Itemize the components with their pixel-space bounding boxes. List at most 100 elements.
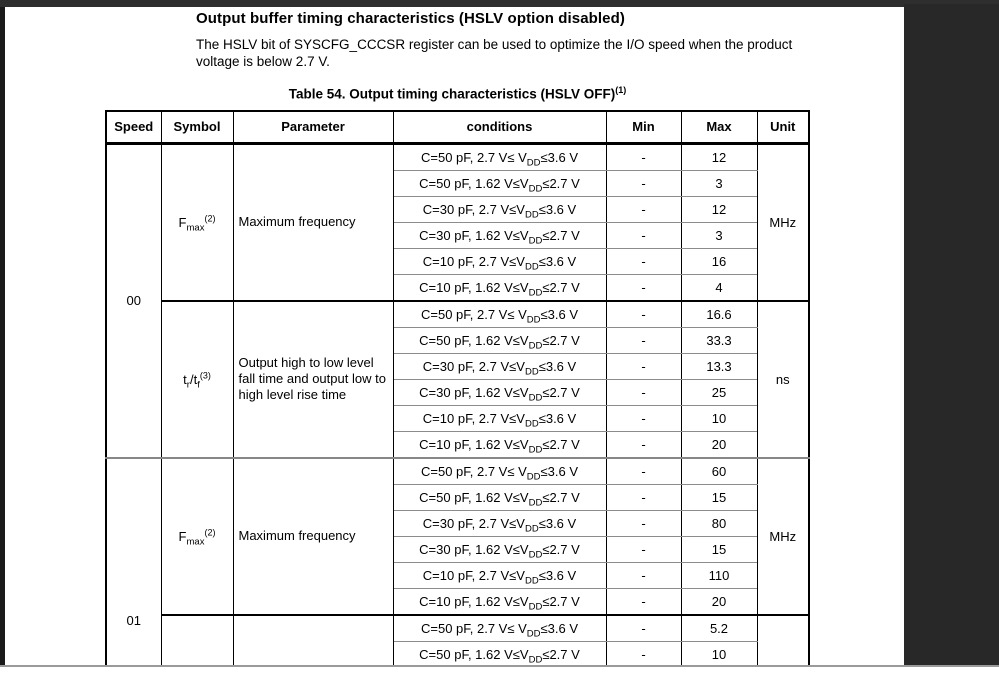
condition-cell: C=10 pF, 2.7 V≤VDD≤3.6 V xyxy=(392,561,607,589)
max-cell: 12 xyxy=(680,195,758,223)
max-cell: 80 xyxy=(680,509,758,537)
min-cell: - xyxy=(605,169,682,197)
table-row: C=50 pF, 1.62 V≤VDD≤2.7 V -10 xyxy=(106,640,809,665)
condition-cell: C=10 pF, 2.7 V≤VDD≤3.6 V xyxy=(392,247,607,275)
unit-cell: MHz xyxy=(756,142,810,301)
section-heading: Output buffer timing characteristics (HS… xyxy=(196,10,625,27)
condition-cell: C=30 pF, 1.62 V≤VDD≤2.7 V xyxy=(392,378,607,406)
condition-cell: C=50 pF, 1.62 V≤VDD≤2.7 V xyxy=(392,483,607,511)
table-row: C=30 pF, 2.7 V≤VDD≤3.6 V -13.3 xyxy=(106,352,809,380)
max-cell: 4 xyxy=(680,273,758,301)
max-cell: 5.2 xyxy=(680,613,758,642)
parameter-cell: Maximum frequency xyxy=(232,142,394,301)
min-cell: - xyxy=(605,509,682,537)
max-cell: 33.3 xyxy=(680,326,758,354)
min-cell: - xyxy=(605,326,682,354)
condition-cell: C=30 pF, 2.7 V≤VDD≤3.6 V xyxy=(392,509,607,537)
table-caption: Table 54. Output timing characteristics … xyxy=(288,85,627,102)
symbol-cell: Fmax(2) xyxy=(160,142,234,301)
viewer-bottom-divider xyxy=(0,665,999,667)
min-cell: - xyxy=(605,247,682,275)
parameter-cell: Output high to low level fall time and o… xyxy=(232,613,394,665)
table-row: 00 Fmax(2) Maximum frequency C=50 pF, 2.7 V… xyxy=(105,142,810,458)
table-row: C=30 pF, 2.7 V≤VDD≤3.6 V -12 xyxy=(106,195,809,223)
min-cell: - xyxy=(605,640,682,665)
column-header-min: Min xyxy=(605,109,682,145)
timing-table: Speed Symbol Parameter conditions Min Max Unit… xyxy=(105,109,810,665)
min-cell: - xyxy=(605,378,682,406)
table-header-row: Speed Symbol Parameter conditions Min Max Unit xyxy=(105,109,810,145)
max-cell: 10 xyxy=(680,640,758,665)
speed-cell: 00 xyxy=(105,142,162,458)
min-cell: - xyxy=(605,299,682,328)
column-header-symbol: Symbol xyxy=(160,109,234,145)
condition-cell: C=50 pF, 2.7 V≤ VDD≤3.6 V xyxy=(392,299,607,328)
unit-cell: MHz xyxy=(756,456,810,615)
document-page: Output buffer timing characteristics (HS… xyxy=(5,7,904,665)
table-row: C=10 pF, 1.62 V≤VDD≤2.7 V -20 xyxy=(106,587,809,615)
viewer-top-bar xyxy=(0,0,999,7)
min-cell: - xyxy=(605,273,682,301)
body-paragraph: The HSLV bit of SYSCFG_CCCSR register ca… xyxy=(196,37,793,69)
condition-cell: C=10 pF, 1.62 V≤VDD≤2.7 V xyxy=(392,587,607,615)
min-cell: - xyxy=(605,613,682,642)
condition-cell: C=50 pF, 2.7 V≤ VDD≤3.6 V xyxy=(392,613,607,642)
condition-cell: C=50 pF, 1.62 V≤VDD≤2.7 V xyxy=(392,640,607,665)
column-header-max: Max xyxy=(680,109,758,145)
table-row: C=50 pF, 1.62 V≤VDD≤2.7 V -15 xyxy=(106,483,809,511)
viewer-side-panel xyxy=(904,4,999,665)
max-cell: 15 xyxy=(680,483,758,511)
column-header-conditions: conditions xyxy=(392,109,607,145)
viewer-left-edge xyxy=(0,7,5,666)
min-cell: - xyxy=(605,456,682,485)
max-cell: 110 xyxy=(680,561,758,589)
condition-cell: C=10 pF, 1.62 V≤VDD≤2.7 V xyxy=(392,273,607,301)
max-cell: 15 xyxy=(680,535,758,563)
table-row: tr/tf(3)Output high to low level fall ti… xyxy=(106,299,810,458)
table-row: C=30 pF, 1.62 V≤VDD≤2.7 V-3 xyxy=(106,221,809,249)
table-row: tr/tf(3)Output high to low level fall ti… xyxy=(106,613,810,665)
min-cell: - xyxy=(605,195,682,223)
table-row: C=30 pF, 2.7 V≤VDD≤3.6 V -80 xyxy=(106,509,809,537)
column-header-unit: Unit xyxy=(756,109,810,145)
column-header-parameter: Parameter xyxy=(232,109,394,145)
condition-cell: C=50 pF, 1.62 V≤VDD≤2.7 V xyxy=(392,326,607,354)
max-cell: 13.3 xyxy=(680,352,758,380)
table-row: C=10 pF, 2.7 V≤VDD≤3.6 V -110 xyxy=(106,561,809,589)
max-cell: 16.6 xyxy=(680,299,758,328)
condition-cell: C=30 pF, 2.7 V≤VDD≤3.6 V xyxy=(392,195,607,223)
min-cell: - xyxy=(605,483,682,511)
min-cell: - xyxy=(605,561,682,589)
max-cell: 16 xyxy=(680,247,758,275)
min-cell: - xyxy=(605,221,682,249)
max-cell: 25 xyxy=(680,378,758,406)
symbol-cell: Fmax(2) xyxy=(160,456,234,615)
table-row: C=30 pF, 1.62 V≤VDD≤2.7 V -15 xyxy=(106,535,809,563)
parameter-cell: Output high to low level fall time and o… xyxy=(232,299,394,458)
table-row: 01 Fmax(2) Maximum frequency C=50 pF, 2.7 V… xyxy=(105,456,810,665)
condition-cell: C=30 pF, 1.62 V≤VDD≤2.7 V xyxy=(392,535,607,563)
symbol-cell: tr/tf(3) xyxy=(160,299,234,458)
min-cell: - xyxy=(605,430,682,458)
table-row: C=10 pF, 2.7 V≤VDD≤3.6 V -10 xyxy=(106,404,809,432)
condition-cell: C=30 pF, 1.62 V≤VDD≤2.7 V xyxy=(392,221,607,249)
condition-cell: C=30 pF, 2.7 V≤VDD≤3.6 V xyxy=(392,352,607,380)
condition-cell: C=50 pF, 2.7 V≤ VDD≤3.6 V xyxy=(392,142,607,171)
max-cell: 10 xyxy=(680,404,758,432)
condition-cell: C=50 pF, 1.62 V≤VDD≤2.7 V xyxy=(392,169,607,197)
unit-cell: ns xyxy=(756,299,810,458)
parameter-cell: Maximum frequency xyxy=(232,456,394,615)
speed-cell: 01 xyxy=(105,456,162,665)
max-cell: 3 xyxy=(680,221,758,249)
table-row: C=30 pF, 1.62 V≤VDD≤2.7 V -25 xyxy=(106,378,809,406)
table-row: C=10 pF, 2.7 V≤VDD≤3.6 V -16 xyxy=(106,247,809,275)
max-cell: 3 xyxy=(680,169,758,197)
min-cell: - xyxy=(605,587,682,615)
min-cell: - xyxy=(605,404,682,432)
symbol-cell: tr/tf(3) xyxy=(160,613,234,665)
min-cell: - xyxy=(605,535,682,563)
condition-cell: C=10 pF, 1.62 V≤VDD≤2.7 V xyxy=(392,430,607,458)
max-cell: 20 xyxy=(680,587,758,615)
min-cell: - xyxy=(605,352,682,380)
